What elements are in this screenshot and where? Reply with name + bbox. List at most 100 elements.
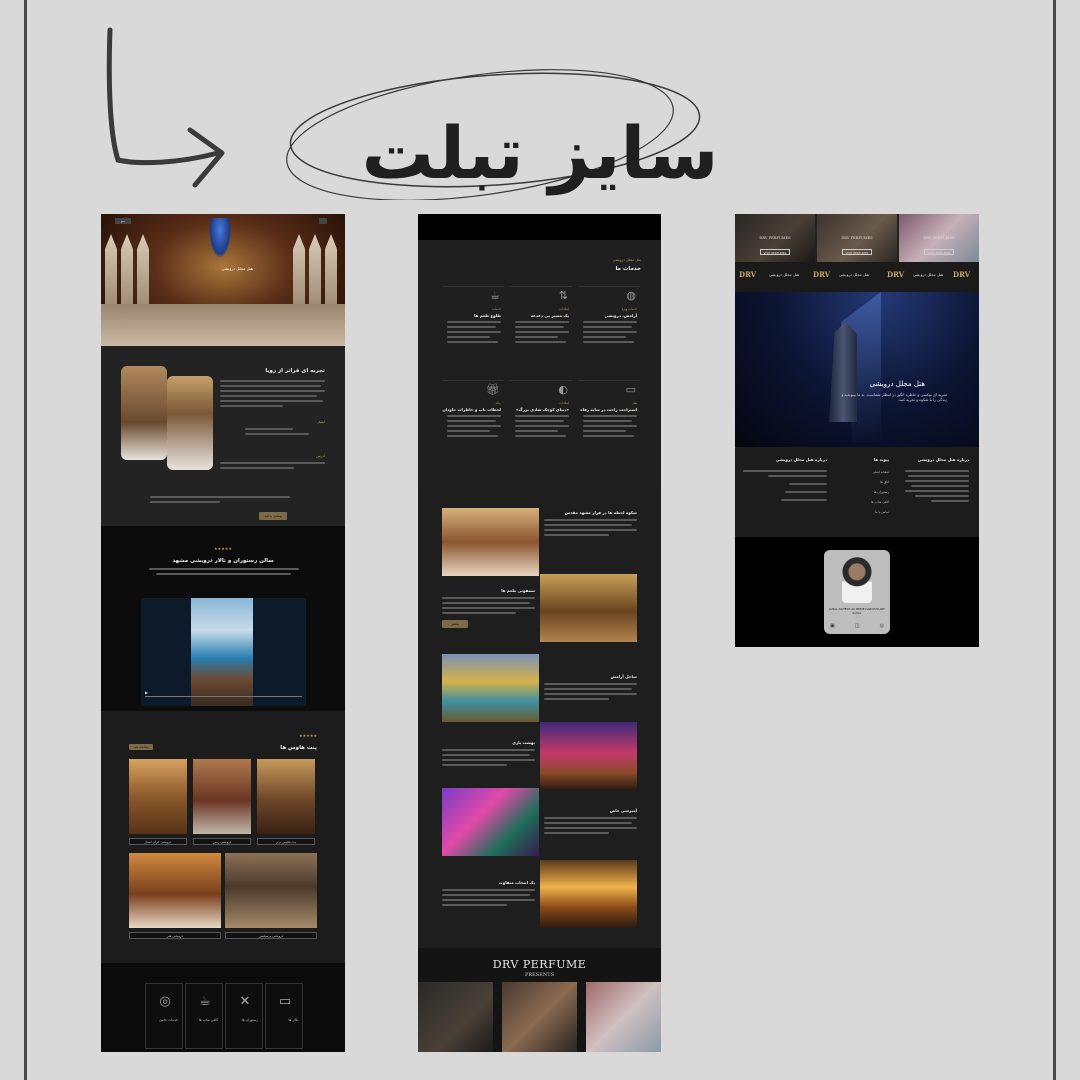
address-label: آدرس: [316, 454, 325, 458]
strip-item[interactable]: DRV PERFUMES VISIT PERFUMES: [899, 214, 979, 262]
footer-link[interactable]: صفحه اصلی: [872, 470, 889, 474]
menu-button[interactable]: منو: [115, 218, 131, 224]
play-icon[interactable]: ▶: [145, 690, 149, 695]
restaurant-photo: [121, 366, 167, 460]
visit-button[interactable]: VISIT PERFUMES: [842, 249, 872, 255]
footer-link[interactable]: اتاق ها: [880, 480, 889, 484]
service-card[interactable]: ☕ خدمات طلوع طعم ها: [442, 286, 504, 370]
nav-link[interactable]: هتل مجلل درویشی: [839, 272, 870, 277]
gallery-image[interactable]: [540, 722, 637, 790]
nav-link[interactable]: هتل مجلل درویشی: [913, 272, 944, 277]
contact-lines: [245, 428, 325, 438]
room-image[interactable]: [225, 853, 317, 928]
strip-item[interactable]: DRV PERFUMES VISIT PERFUMES: [817, 214, 897, 262]
view-all-tag[interactable]: مشاهده همه: [129, 744, 153, 750]
card-sub: خدمات: [492, 307, 501, 311]
nav-link[interactable]: هتل مجلل درویشی: [769, 272, 800, 277]
logo[interactable]: DRV: [953, 270, 971, 279]
chandelier: [209, 218, 231, 258]
strip-label: DRV PERFUMES: [759, 236, 791, 240]
footer-link[interactable]: تماس با ما: [874, 510, 889, 514]
gallery-image[interactable]: [442, 508, 539, 576]
profile-social: ▣ ◫ ◎: [830, 623, 884, 629]
video-player[interactable]: ▶: [141, 598, 306, 706]
bed-icon: ▭: [278, 994, 292, 1009]
service-label: کافی شاپ ها: [198, 1018, 218, 1022]
hero-lobby-image: منو هتل مجلل درویشی: [101, 214, 345, 346]
room-label[interactable]: پنت هاوس برتر: [257, 838, 315, 845]
learn-more-button[interactable]: بیشتر بدانید: [259, 512, 287, 520]
service-card[interactable]: ▭ هتل استراحت راحت در سایه رفاه: [578, 380, 640, 464]
strip-item[interactable]: DRV PERFUMES VISIT PERFUMES: [735, 214, 815, 262]
service-card[interactable]: ◎ خدمات جانبی: [145, 983, 183, 1049]
strip-label: DRV PERFUMES: [841, 236, 873, 240]
gallery-more-button[interactable]: بیشتر: [442, 620, 468, 628]
gallery-image[interactable]: [540, 574, 637, 642]
logo[interactable]: DRV: [887, 270, 905, 279]
service-card[interactable]: ▭ تالار ها: [265, 983, 303, 1049]
perfume-image[interactable]: [418, 982, 493, 1052]
column: [293, 234, 305, 309]
video-progress[interactable]: [145, 696, 302, 697]
footer-link[interactable]: رستوران ها: [873, 490, 889, 494]
card-sub: امکانات: [559, 401, 569, 405]
web-icon[interactable]: ◎: [879, 623, 884, 629]
scribble-ellipse-icon: [286, 69, 701, 200]
card-title: «دنیای کوچک شادی بزرگ»: [515, 407, 569, 412]
logo[interactable]: DRV: [739, 270, 757, 279]
gallery-title: آمیزشی خاص: [609, 808, 637, 813]
perfume-image[interactable]: [502, 982, 577, 1052]
gallery-image[interactable]: [540, 860, 637, 928]
palette-icon: ◐: [558, 383, 568, 396]
perfume-section: DRV PERFUME PRESENTS: [418, 948, 661, 1052]
profile-area: JAMAL DAHESH AS PRIME DARVISHI ART ROYAL…: [735, 537, 979, 647]
rating-stars: ★★★★★: [214, 546, 232, 551]
curved-arrow-icon: [106, 27, 225, 188]
cutlery-icon: ✕: [239, 994, 251, 1009]
gallery-image[interactable]: [442, 788, 539, 856]
gift-icon: 🎁︎: [486, 383, 500, 396]
intro-title: تجربه ای فراتر از رویا: [265, 368, 325, 374]
room-image[interactable]: [257, 759, 315, 834]
gallery-text: سمفونی طعم ها بیشتر: [442, 588, 535, 628]
room-image[interactable]: [129, 853, 221, 928]
service-card[interactable]: ✕ رستوران ها: [225, 983, 263, 1049]
instagram-icon[interactable]: ◫: [854, 623, 860, 629]
card-sub: هتل: [632, 401, 637, 405]
services-section: هتل مجلل درویشی خدمات ما ☕ خدمات طلوع طع…: [418, 240, 661, 488]
gallery-section: شکوه لحظه ها در فراز مشهد مقدس سمفونی طع…: [418, 488, 661, 948]
service-card[interactable]: 🎁︎ رفاه لحظات ناب و خاطرات جاودان: [442, 380, 504, 464]
room-image[interactable]: [193, 759, 251, 834]
column: [137, 234, 149, 309]
footer-about: درباره هتل مجلل درویشی: [905, 457, 969, 505]
visit-button[interactable]: VISIT PERFUMES: [924, 249, 954, 255]
card-sub: رفاه: [495, 401, 501, 405]
heading-area: سایز تبلت: [280, 55, 750, 200]
service-card[interactable]: ◐ امکانات «دنیای کوچک شادی بزرگ»: [510, 380, 572, 464]
gallery-image[interactable]: [442, 654, 539, 722]
night-hero: هتل مجلل درویشی تجربه ای نوکسی و خاطره ا…: [735, 292, 979, 447]
bed-icon: ▭: [625, 383, 636, 396]
room-label[interactable]: درویشی زمین: [193, 838, 251, 845]
hall-photo: [167, 376, 213, 470]
room-label[interactable]: درویشی ایران استار: [129, 838, 187, 845]
lobby-floor: [101, 304, 345, 346]
service-card[interactable]: ◍ خدمات ویژه آرامش، درویشی: [578, 286, 640, 370]
profile-card[interactable]: JAMAL DAHESH AS PRIME DARVISHI ART ROYAL…: [824, 550, 890, 634]
footer-link[interactable]: کافی شاپ ها: [871, 500, 889, 504]
room-image[interactable]: [129, 759, 187, 834]
service-card[interactable]: ⇅ امکانات یک مسیر بی دغدغه: [510, 286, 572, 370]
room-label[interactable]: درویشی هنر: [129, 932, 221, 939]
perfume-image[interactable]: [586, 982, 661, 1052]
site-footer: درباره هتل مجلل درویشی پیوند ها صفحه اصل…: [735, 447, 979, 537]
video-desc: [149, 568, 299, 578]
visit-button[interactable]: VISIT PERFUMES: [760, 249, 790, 255]
hero-subtitle: تجربه ای نوکسی و خاطره انگیز در انتظار ش…: [841, 392, 947, 402]
phone-icon[interactable]: ▣: [830, 623, 835, 629]
nav-button[interactable]: [319, 218, 327, 224]
logo[interactable]: DRV: [813, 270, 831, 279]
services-sub: هتل مجلل درویشی: [612, 258, 641, 262]
intro-section: تجربه ای فراتر از رویا ایمیل آدرس بیشتر …: [101, 346, 345, 526]
service-card[interactable]: ☕ کافی شاپ ها: [185, 983, 223, 1049]
room-label[interactable]: درویشی پرسپلیس: [225, 932, 317, 939]
